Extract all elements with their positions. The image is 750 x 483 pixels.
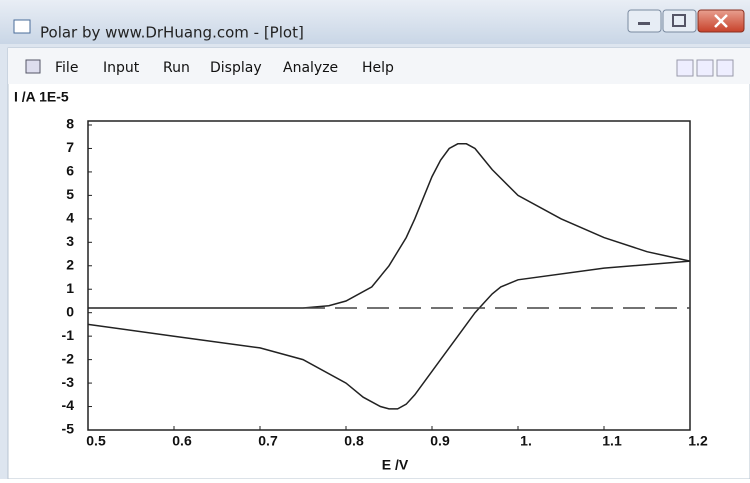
doc-icon — [26, 60, 40, 73]
x-tick-label: 0.5 — [86, 433, 106, 449]
y-axis-label: I /A 1E-5 — [14, 89, 69, 105]
y-tick-label: 7 — [66, 139, 74, 155]
maximize-button[interactable] — [663, 10, 696, 32]
y-tick-label: 8 — [66, 116, 74, 132]
menu-item[interactable]: Analyze — [283, 60, 338, 76]
minimize-icon — [638, 22, 650, 25]
window-title: Polar by www.DrHuang.com - [Plot] — [40, 24, 304, 42]
x-tick-label: 0.8 — [344, 433, 364, 449]
x-tick-label: 1.2 — [688, 433, 708, 449]
y-tick-label: 4 — [66, 210, 74, 226]
y-tick-label: -3 — [62, 374, 75, 390]
y-tick-label: 3 — [66, 233, 74, 249]
x-tick-label: 0.7 — [258, 433, 278, 449]
y-tick-label: 5 — [66, 186, 74, 202]
menu-item[interactable]: Display — [210, 60, 262, 76]
app-window: Polar by www.DrHuang.com - [Plot] File I… — [0, 0, 750, 479]
y-tick-label: 6 — [66, 163, 74, 179]
app-icon — [14, 20, 30, 33]
x-tick-label: 0.9 — [430, 433, 450, 449]
menu-item[interactable]: Help — [362, 60, 394, 76]
mdi-restore[interactable] — [697, 60, 713, 76]
x-axis-label: E /V — [382, 457, 409, 473]
mdi-minimize[interactable] — [677, 60, 693, 76]
y-tick-label: -4 — [62, 397, 75, 413]
y-tick-label: 1 — [66, 280, 74, 296]
menu-item[interactable]: File — [55, 60, 78, 76]
x-tick-label: 1.1 — [602, 433, 622, 449]
y-tick-label: -5 — [62, 421, 75, 437]
y-tick-label: 2 — [66, 256, 74, 272]
menu-item[interactable]: Input — [103, 60, 140, 76]
menu-item[interactable]: Run — [163, 60, 190, 76]
y-tick-label: 0 — [66, 303, 74, 319]
mdi-close[interactable] — [717, 60, 733, 76]
client-area — [8, 48, 750, 479]
x-tick-label: 1. — [520, 433, 532, 449]
x-tick-label: 0.6 — [172, 433, 192, 449]
y-tick-label: -2 — [62, 350, 75, 366]
minimize-button[interactable] — [628, 10, 661, 32]
y-tick-label: -1 — [62, 327, 75, 343]
